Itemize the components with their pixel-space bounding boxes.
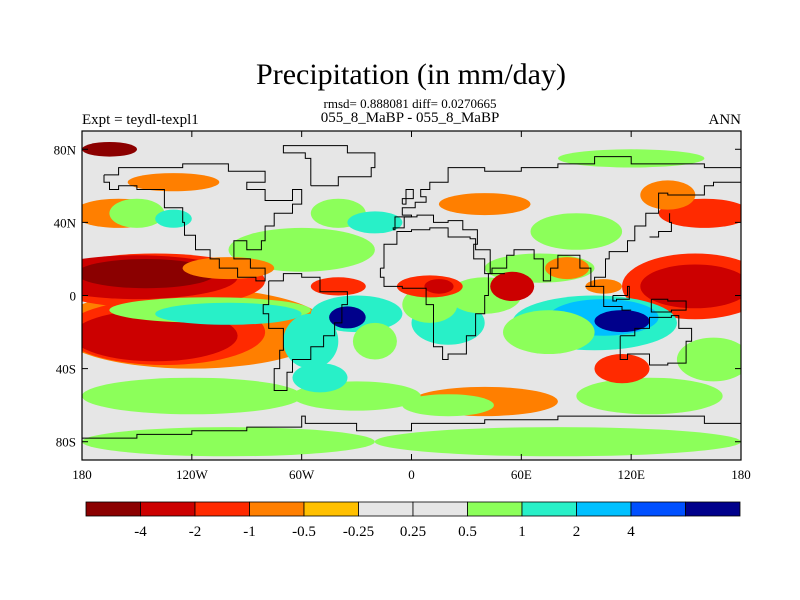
coastline (379, 227, 505, 360)
coastline (649, 213, 672, 238)
anomaly-region (594, 354, 650, 384)
y-tick-label: 40N (54, 215, 77, 230)
axis-ticks: 180 120W 60W 0 60E 120E 180 80N 40N 0 40S 80S (54, 131, 751, 482)
stats-line: rmsd= 0.888081 diff= 0.0270665 (324, 96, 497, 111)
anomaly-region (109, 198, 165, 228)
colorbar-label: 1 (518, 524, 526, 540)
coastline (103, 163, 303, 282)
anomaly-region (82, 142, 137, 157)
x-tick-label: 180 (72, 467, 92, 482)
anomaly-region (402, 394, 494, 417)
colorbar-label: -0.25 (343, 524, 374, 540)
coastline (612, 285, 630, 302)
x-tick-label: 0 (408, 467, 415, 482)
colorbar-swatch (249, 501, 305, 517)
anomaly-region (530, 213, 623, 250)
colorbar-swatch (358, 501, 414, 517)
anomaly-region (424, 279, 454, 294)
experiment-label: Expt = teydl-texpl1 (82, 112, 199, 128)
colorbar-label: -0.5 (292, 524, 316, 540)
colorbar-swatch (85, 501, 141, 517)
colorbar-label: 0.25 (400, 524, 426, 540)
coastline (82, 415, 741, 439)
anomaly-region (490, 271, 535, 301)
coastline (282, 145, 376, 187)
x-tick-label: 120W (176, 467, 209, 482)
colorbar-swatch (194, 501, 250, 517)
colorbar-label: 4 (627, 524, 635, 540)
anomaly-region (127, 173, 220, 192)
anomaly-region (292, 363, 348, 393)
anomaly-region (82, 427, 375, 457)
colorbar-label: -2 (189, 524, 202, 540)
colorbar-label: -1 (243, 524, 256, 540)
anomaly-region (283, 313, 339, 369)
x-tick-label: 60E (511, 467, 532, 482)
y-tick-label: 40S (56, 362, 76, 377)
colorbar-swatch (467, 501, 523, 517)
anomaly-region (676, 337, 741, 382)
coastline (585, 285, 632, 311)
anomaly-region (82, 377, 302, 415)
coastline (401, 189, 414, 205)
anomaly-region (640, 264, 741, 309)
coastline (393, 156, 741, 231)
anomaly-region (545, 257, 590, 280)
anomaly-region (347, 211, 403, 234)
colorbar-label: 2 (573, 524, 581, 540)
colorbar-swatch (685, 501, 741, 517)
colorbar-swatch (140, 501, 196, 517)
anomaly-region (352, 322, 397, 360)
colorbar-swatch (576, 501, 632, 517)
colorbar-swatch (303, 501, 359, 517)
coastline (392, 181, 741, 287)
anomaly-region (374, 427, 741, 457)
anomaly-region (594, 310, 650, 333)
y-tick-label: 80S (56, 435, 76, 450)
anomaly-region (82, 259, 216, 289)
anomaly-region (155, 209, 192, 228)
anomaly-region (438, 193, 531, 216)
colorbar-label: -4 (134, 524, 147, 540)
coastlines (82, 145, 741, 439)
season-label: ANN (709, 112, 742, 128)
colorbar-label: 0.5 (458, 524, 477, 540)
colorbar-swatch (412, 501, 468, 517)
coastline (650, 298, 687, 313)
anomaly-region (155, 302, 302, 325)
anomaly-field (82, 142, 741, 457)
coastline (262, 273, 348, 391)
x-tick-label: 60W (289, 467, 315, 482)
chart-title: Precipitation (in mm/day) (256, 58, 566, 91)
colorbar: -4 -2 -1 -0.5 -0.25 0.25 0.5 1 2 4 (85, 501, 741, 540)
anomaly-region (310, 277, 366, 296)
colorbar-swatch (630, 501, 686, 517)
x-tick-label: 120E (617, 467, 645, 482)
chart-subtitle: 055_8_MaBP - 055_8_MaBP (321, 110, 500, 126)
x-tick-label: 180 (731, 467, 751, 482)
colorbar-swatch (521, 501, 577, 517)
y-tick-label: 80N (54, 142, 77, 157)
anomaly-region (576, 377, 723, 415)
y-tick-label: 0 (70, 289, 77, 304)
coastline (619, 315, 693, 366)
anomaly-region (503, 310, 595, 354)
